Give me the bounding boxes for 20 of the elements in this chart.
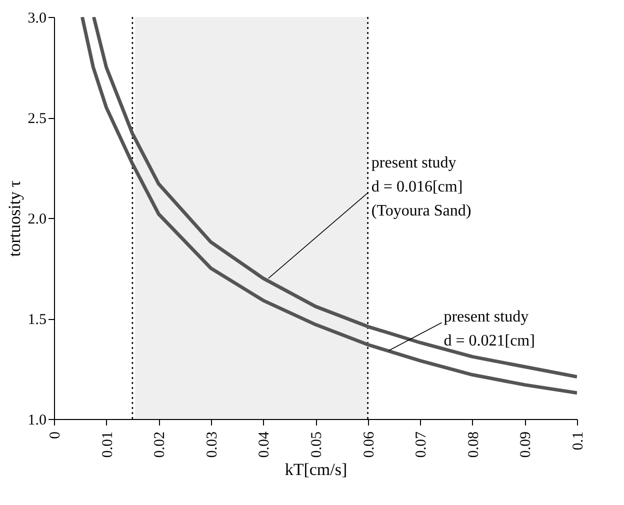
annotation: present study d = 0.016[cm] (Toyoura Sand) — [371, 154, 472, 220]
x-axis-title: kT[cm/s] — [284, 460, 348, 479]
y-tick-label: 1.5 — [28, 312, 46, 328]
x-tick-label: 0.07 — [414, 431, 430, 458]
x-tick-label: 0.02 — [152, 432, 168, 458]
x-tick-label: 0.06 — [361, 431, 378, 458]
y-tick-label: 3.0 — [28, 10, 46, 26]
x-tick-label: 0.01 — [100, 432, 116, 458]
annotation: present study d = 0.021[cm] — [444, 308, 535, 350]
x-tick-label: 0.1 — [570, 432, 586, 450]
y-tick-label: 1.0 — [28, 412, 46, 428]
x-tick-label: 0.09 — [518, 432, 534, 458]
y-tick-label: 2.0 — [28, 212, 46, 228]
x-tick-label: 0 — [48, 432, 64, 439]
x-tick-label: 0.08 — [466, 432, 482, 458]
y-tick-label: 2.5 — [28, 111, 46, 127]
x-tick-label: 0.03 — [204, 432, 220, 458]
x-tick-label: 0.04 — [256, 431, 273, 458]
x-tick-label: 0.05 — [309, 432, 325, 458]
y-axis-title: tortuosity τ — [4, 180, 24, 257]
